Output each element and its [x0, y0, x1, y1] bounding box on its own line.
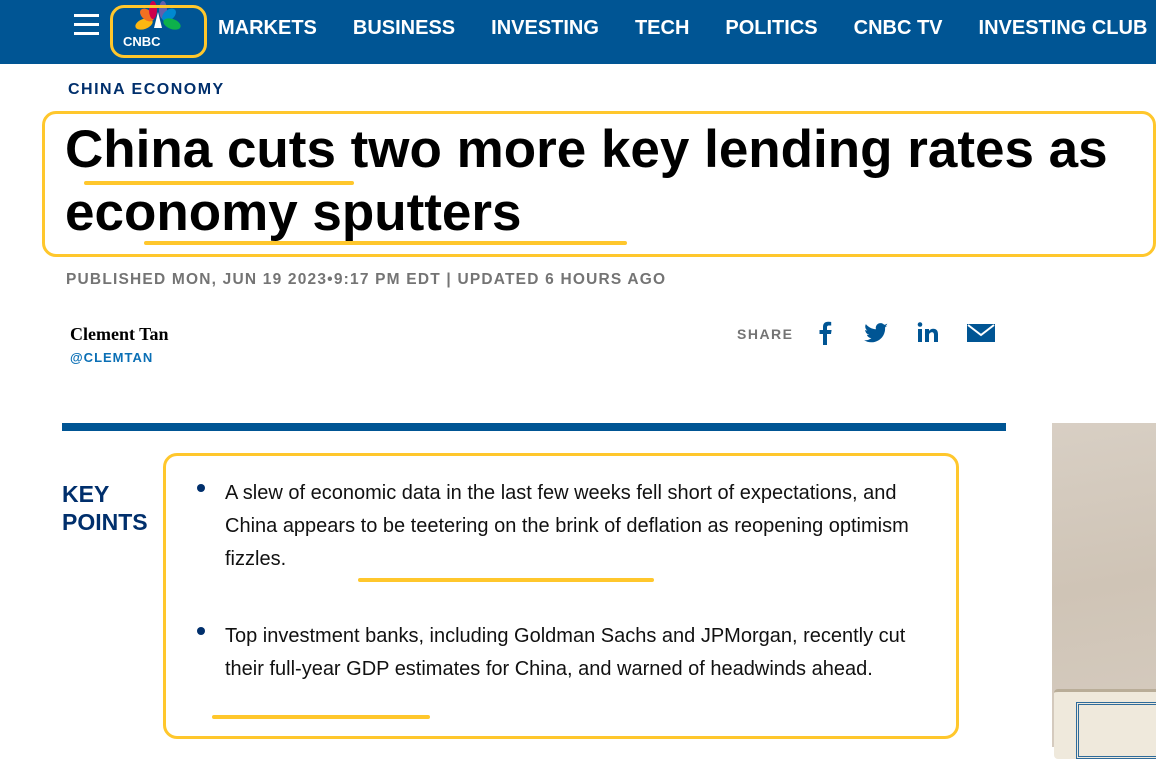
key-point: Top investment banks, including Goldman …: [225, 625, 906, 680]
nav-investing-club[interactable]: INVESTING CLUB: [978, 17, 1148, 39]
menu-icon[interactable]: [74, 14, 99, 35]
bullet-icon: [197, 627, 205, 635]
nav-cnbc-tv[interactable]: CNBC TV: [853, 17, 943, 39]
nav-investing[interactable]: INVESTING: [491, 17, 599, 39]
nav-politics[interactable]: POLITICS: [725, 17, 818, 39]
article-image[interactable]: [1052, 423, 1156, 759]
section-divider: [62, 423, 1006, 431]
nav-markets[interactable]: MARKETS: [218, 17, 317, 39]
underline: [358, 578, 654, 582]
cnbc-logo[interactable]: CNBC: [118, 0, 198, 52]
bullet-icon: [197, 484, 205, 492]
article-title: China cuts two more key lending rates as…: [65, 120, 1108, 242]
logo-highlight: [110, 5, 207, 58]
share-label: SHARE: [737, 326, 794, 342]
facebook-icon[interactable]: [810, 318, 840, 348]
underline: [144, 241, 627, 245]
author-handle[interactable]: @CLEMTAN: [70, 350, 154, 365]
key-points-highlight: [163, 453, 959, 739]
key-points-heading: KEY POINTS: [62, 481, 148, 535]
nav-business[interactable]: BUSINESS: [352, 17, 456, 39]
category-link[interactable]: CHINA ECONOMY: [68, 81, 225, 98]
twitter-icon[interactable]: [861, 318, 891, 348]
underline: [84, 181, 354, 185]
top-nav: CNBC MARKETS BUSINESS INVESTING TECH POL…: [0, 0, 1156, 64]
publish-date: PUBLISHED MON, JUN 19 2023•9:17 PM EDT |…: [66, 271, 667, 288]
peacock-icon: [135, 1, 181, 30]
linkedin-icon[interactable]: [913, 318, 943, 348]
title-highlight: [42, 111, 1156, 257]
email-icon[interactable]: [966, 318, 996, 348]
underline: [212, 715, 430, 719]
key-point: A slew of economic data in the last few …: [225, 482, 909, 570]
author-name[interactable]: Clement Tan: [70, 324, 169, 344]
nav-tech[interactable]: TECH: [634, 17, 690, 39]
